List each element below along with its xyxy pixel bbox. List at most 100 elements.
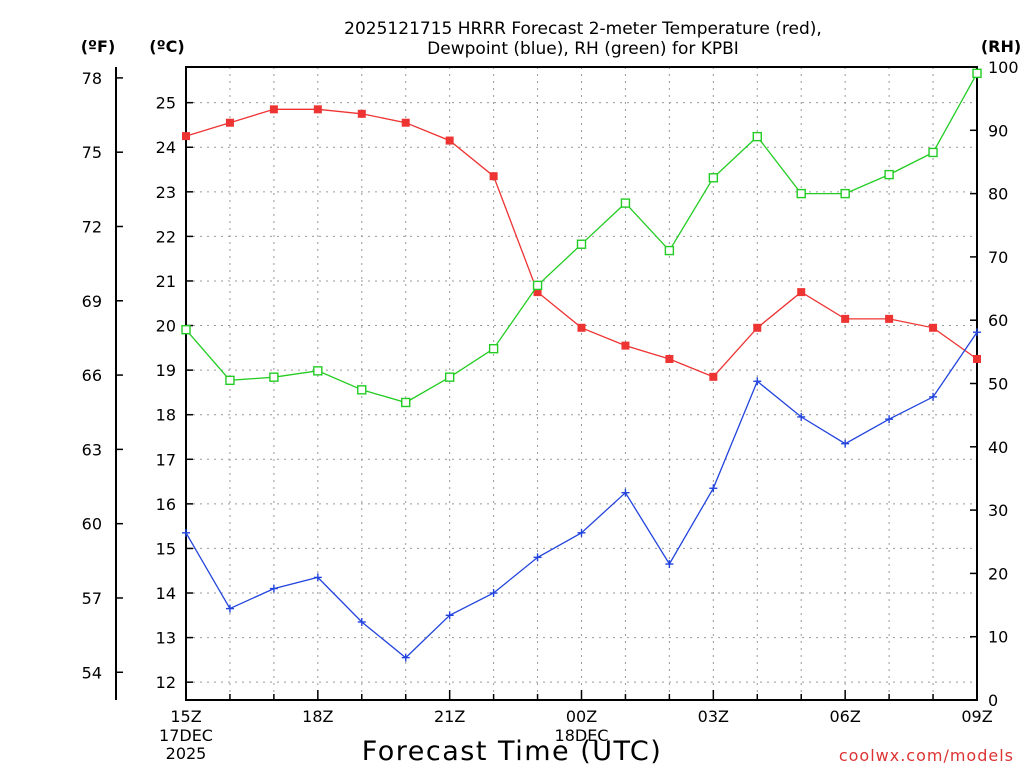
fahrenheit-tick-label: 63: [82, 440, 102, 459]
rh-tick-label: 50: [988, 375, 1008, 394]
rh-point: [313, 366, 323, 376]
rh-tick-label: 30: [988, 501, 1008, 520]
grid-lines: [186, 67, 977, 700]
fahrenheit-tick-label: 54: [82, 663, 102, 682]
dewpoint-point: [357, 617, 366, 626]
rh-point: [972, 68, 982, 79]
celsius-tick-label: 21: [156, 272, 176, 291]
celsius-tick-label: 22: [156, 227, 176, 246]
temperature-point: [577, 323, 586, 332]
x-tick-label: 15Z: [170, 707, 201, 726]
rh-point: [269, 372, 279, 382]
dewpoint-point: [269, 584, 278, 593]
chart-title-line2: Dewpoint (blue), RH (green) for KPBI: [427, 39, 739, 59]
dewpoint-point: [577, 528, 586, 537]
rh-point: [796, 188, 806, 199]
x-tick-label: 06Z: [830, 707, 861, 726]
dewpoint-point: [489, 589, 498, 598]
fahrenheit-tick-label: 75: [82, 143, 102, 162]
rh-point: [225, 375, 235, 386]
rh-point: [488, 343, 499, 354]
temperature-point: [929, 323, 938, 332]
axes: [115, 66, 978, 701]
dewpoint-point: [665, 560, 674, 569]
x-axis-label: Forecast Time (UTC): [362, 736, 663, 767]
celsius-tick-label: 25: [156, 94, 176, 113]
rh-point: [884, 169, 894, 180]
celsius-axis: 12 13 14 15 16 17 18 19 20 21 22 23 24 25: [156, 94, 193, 692]
dewpoint-point: [313, 573, 322, 582]
fahrenheit-tick-label: 60: [82, 515, 102, 534]
celsius-tick-label: 17: [156, 450, 176, 469]
dewpoint-point: [621, 488, 630, 497]
rh-axis: 0 10 20 30 40 50 60 70 80 90 100: [970, 58, 1019, 710]
rh-unit-label: (RH): [981, 37, 1021, 56]
dewpoint-point: [885, 415, 894, 424]
rh-point: [708, 173, 719, 183]
temperature-point: [709, 372, 718, 381]
temperature-point: [885, 314, 894, 323]
x-tick-label: 00Z: [566, 707, 597, 726]
x-tick-sublabel: 2025: [166, 744, 207, 763]
dewpoint-point: [841, 439, 850, 448]
rh-point: [357, 385, 367, 395]
dewpoint-point: [533, 553, 542, 562]
rh-tick-label: 90: [988, 121, 1008, 140]
fahrenheit-tick-label: 78: [82, 69, 102, 88]
rh-point: [181, 324, 191, 335]
celsius-tick-label: 14: [156, 584, 176, 603]
rh-tick-label: 70: [988, 248, 1008, 267]
dewpoint-point: [973, 328, 981, 337]
temperature-point: [533, 288, 542, 297]
rh-point: [928, 147, 938, 158]
celsius-tick-label: 24: [156, 138, 176, 157]
rh-tick-label: 10: [988, 628, 1008, 647]
temperature-point: [841, 314, 850, 323]
temperature-point: [182, 132, 190, 141]
x-tick-sublabel: 18DEC: [555, 726, 609, 745]
celsius-tick-label: 13: [156, 629, 176, 648]
temperature-point: [665, 354, 674, 363]
rh-tick-label: 60: [988, 311, 1008, 330]
chart-title-line1: 2025121715 HRRR Forecast 2-meter Tempera…: [344, 19, 822, 39]
celsius-tick-label: 16: [156, 495, 176, 514]
temperature-point: [269, 105, 278, 114]
rh-series-line: [185, 72, 978, 404]
temperature-point: [445, 136, 454, 145]
dewpoint-point: [401, 653, 410, 662]
rh-tick-label: 20: [988, 564, 1008, 583]
fahrenheit-tick-label: 66: [82, 366, 102, 385]
temperature-point: [489, 172, 498, 181]
fahrenheit-axis: 54 57 60 63 66 69 72 75 78: [82, 69, 123, 682]
fahrenheit-unit-label: (ºF): [81, 37, 116, 56]
dewpoint-point: [929, 392, 938, 401]
temperature-point: [313, 105, 322, 114]
rh-tick-label: 40: [988, 438, 1008, 457]
dewpoint-point: [753, 377, 762, 386]
temperature-point: [401, 118, 410, 127]
credit-text: coolwx.com/models: [839, 746, 1014, 765]
dewpoint-point: [182, 528, 190, 537]
celsius-tick-label: 20: [156, 317, 176, 336]
temperature-point: [753, 323, 762, 332]
rh-point: [620, 198, 631, 208]
celsius-unit-label: (ºC): [149, 37, 184, 56]
x-tick-label: 09Z: [961, 707, 992, 726]
rh-point: [444, 372, 455, 382]
temperature-point: [621, 341, 630, 350]
temperature-point: [797, 288, 806, 297]
celsius-tick-label: 15: [156, 539, 176, 558]
x-tick-label: 18Z: [302, 707, 333, 726]
x-tick-sublabel: 17DEC: [159, 726, 213, 745]
rh-tick-label: 0: [988, 691, 998, 710]
dewpoint-point: [225, 604, 234, 613]
x-tick-label: 21Z: [434, 707, 465, 726]
celsius-tick-label: 19: [156, 361, 176, 380]
rh-point: [840, 188, 850, 199]
rh-point: [532, 280, 543, 291]
celsius-tick-label: 23: [156, 183, 176, 202]
celsius-tick-label: 18: [156, 406, 176, 425]
rh-point: [752, 131, 762, 142]
dewpoint-point: [445, 611, 454, 620]
